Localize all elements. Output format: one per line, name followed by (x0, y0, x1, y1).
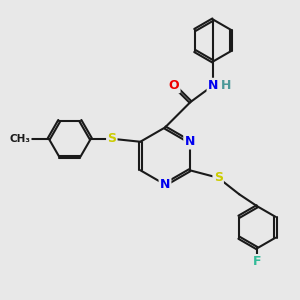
Text: CH₃: CH₃ (10, 134, 31, 144)
Text: S: S (214, 171, 223, 184)
Text: F: F (253, 255, 261, 268)
Text: H: H (221, 79, 232, 92)
Text: S: S (107, 132, 116, 145)
Text: N: N (208, 79, 218, 92)
Text: N: N (160, 178, 170, 191)
Text: N: N (184, 135, 195, 148)
Text: O: O (169, 79, 179, 92)
